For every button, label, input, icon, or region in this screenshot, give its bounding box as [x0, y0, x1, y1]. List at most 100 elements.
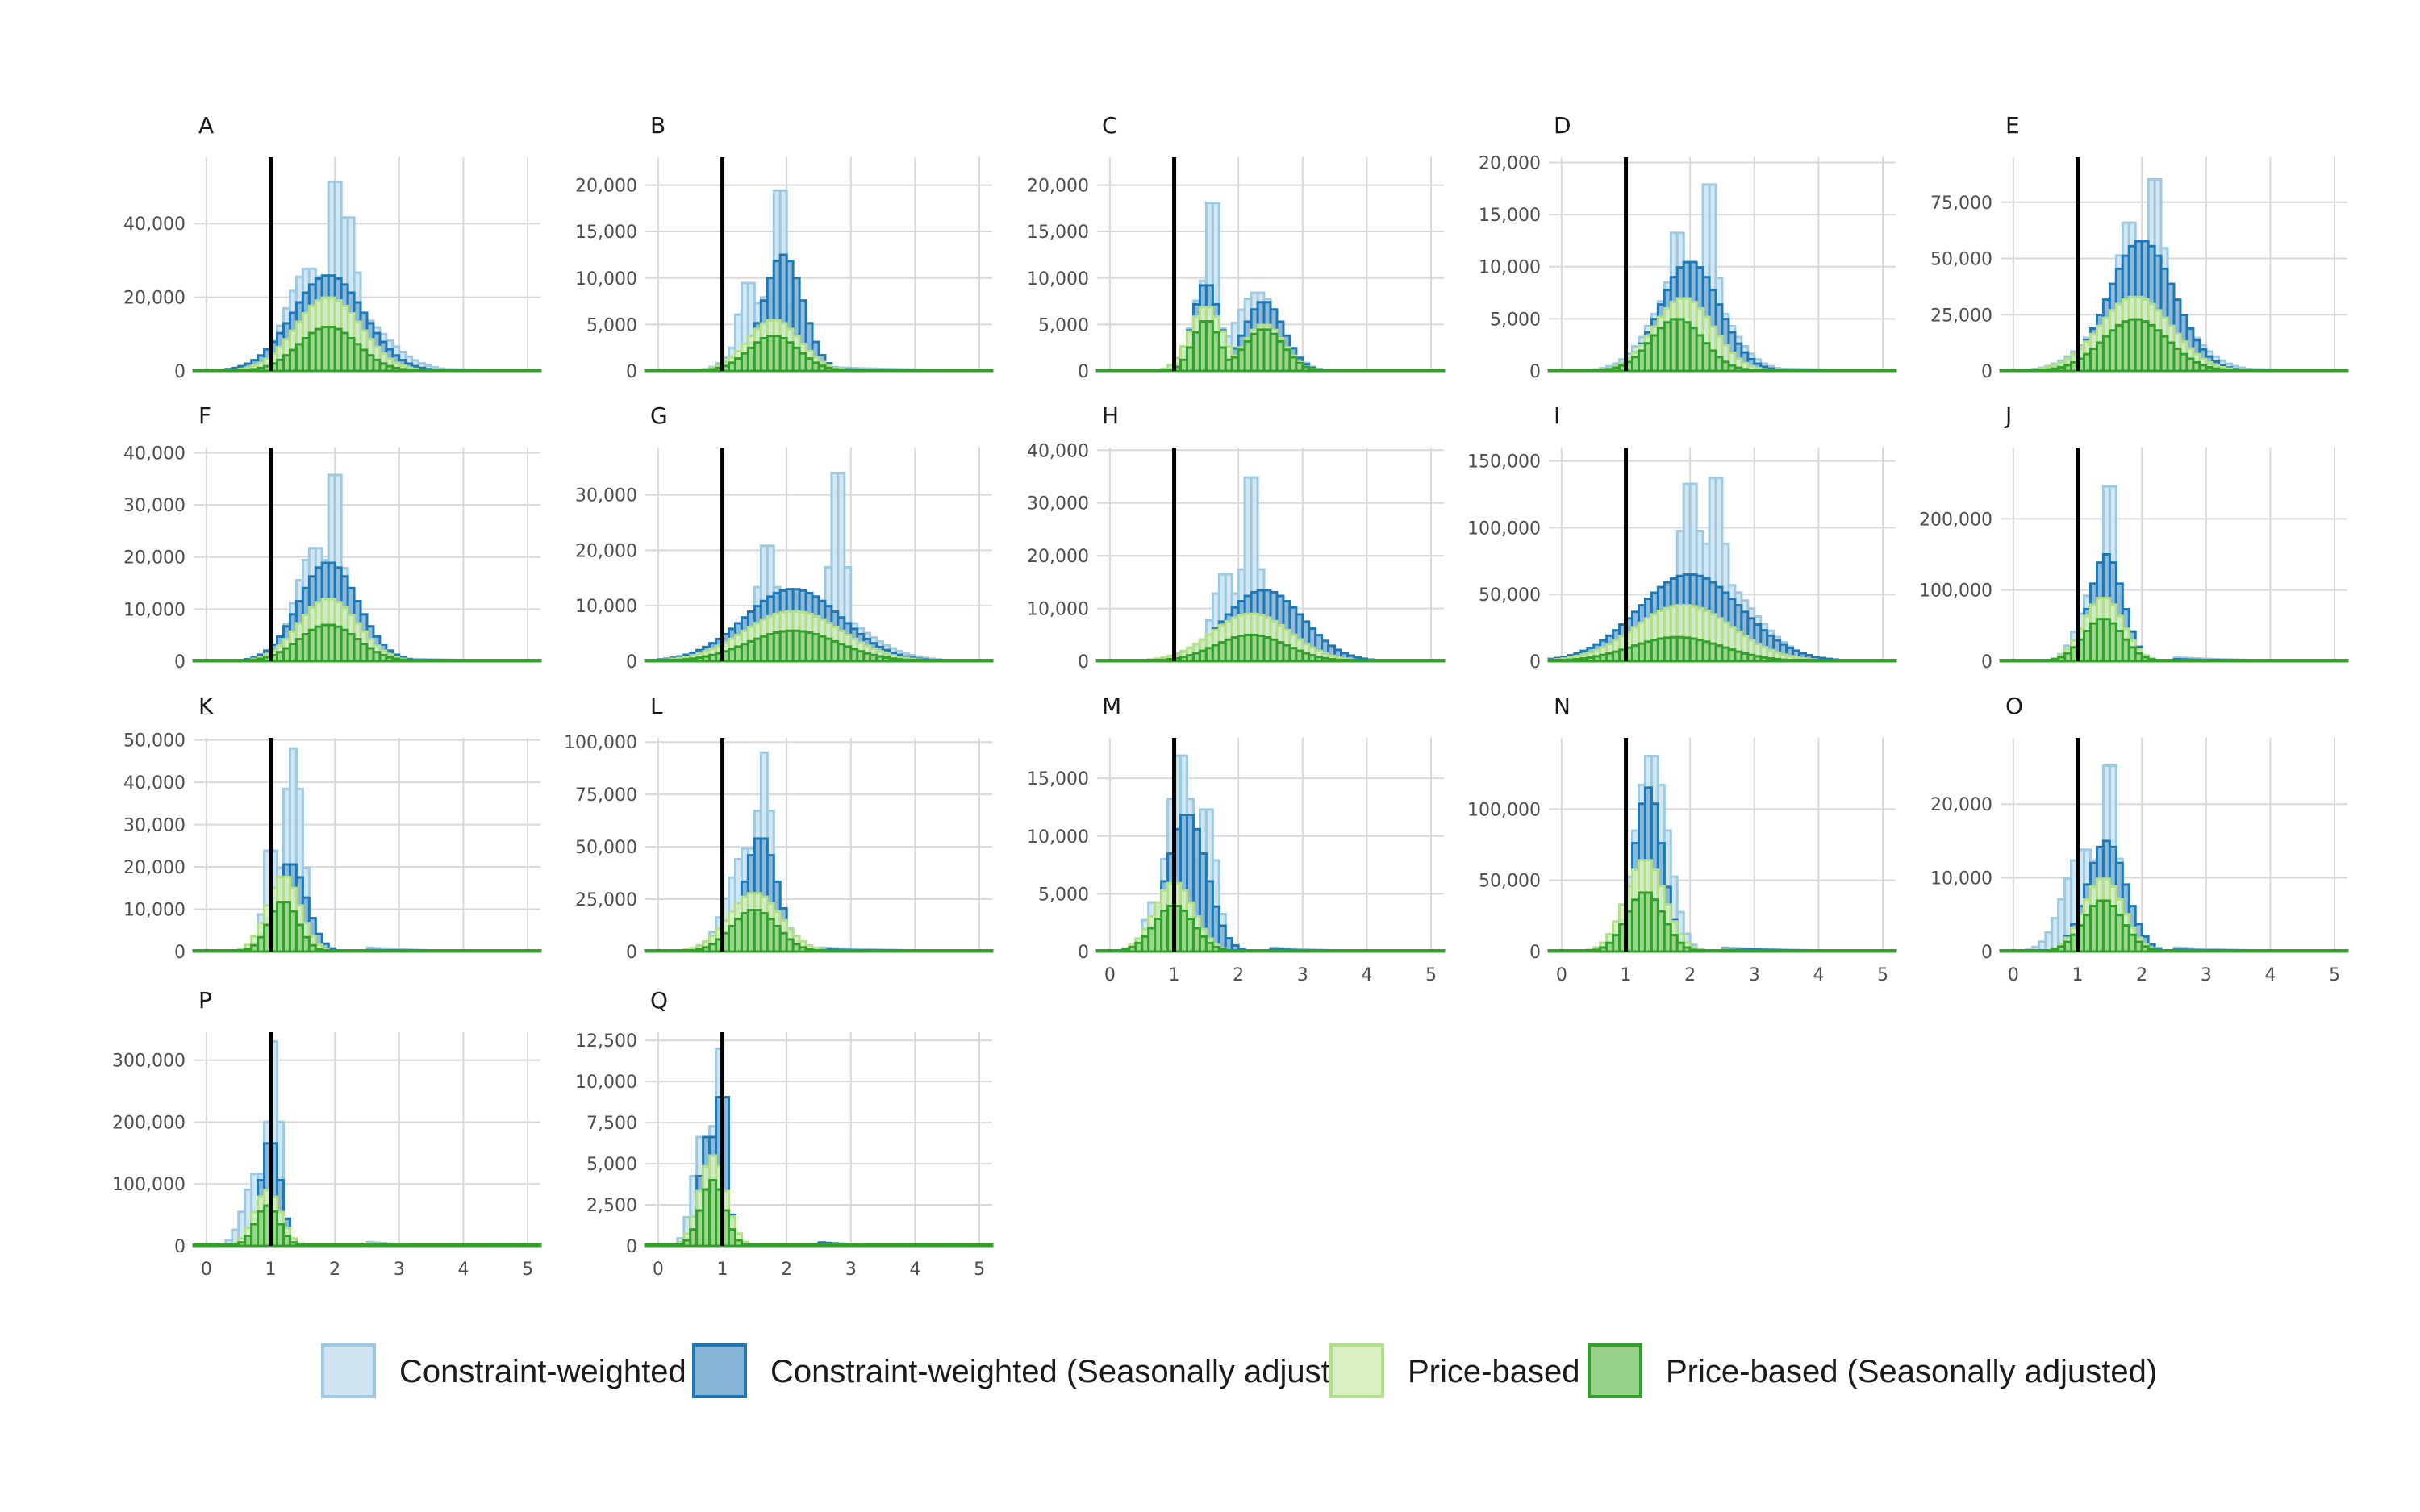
series-3 — [1547, 635, 1897, 663]
facet-title: N — [1554, 693, 1571, 719]
series-3 — [644, 909, 994, 953]
series-1 — [644, 253, 994, 373]
facet-title: Q — [650, 987, 668, 1014]
y-tick-label: 0 — [1078, 943, 1089, 963]
legend-swatch — [1329, 1343, 1384, 1398]
series-3 — [1999, 318, 2349, 373]
series-3 — [1547, 891, 1897, 953]
x-tick-label: 4 — [2264, 965, 2276, 985]
y-tick-label: 10,000 — [1930, 869, 1992, 889]
y-tick-label: 50,000 — [1930, 250, 1992, 270]
x-tick-label: 3 — [1749, 965, 1760, 985]
histogram-bar — [532, 949, 542, 953]
facet-title: D — [1554, 112, 1571, 139]
y-tick-label: 15,000 — [1027, 769, 1089, 789]
y-tick-label: 0 — [174, 1237, 186, 1257]
y-tick-label: 2,500 — [586, 1196, 637, 1216]
histogram-bar — [1436, 369, 1446, 373]
y-tick-label: 10,000 — [1027, 827, 1089, 848]
x-tick-label: 2 — [1233, 965, 1244, 985]
legend-label: Constraint-weighted (Seasonally adjusted… — [770, 1354, 1377, 1389]
x-tick-label: 1 — [2072, 965, 2084, 985]
series-2 — [192, 875, 542, 953]
y-tick-label: 100,000 — [1919, 581, 1992, 602]
series-3 — [644, 629, 994, 663]
y-tick-label: 40,000 — [1027, 441, 1089, 461]
histogram-bar — [984, 1243, 994, 1248]
histogram-bar — [984, 949, 994, 953]
facet-panel-P: 0 100,000 200,000 300,000 P 0 1 2 3 4 5 — [112, 987, 542, 1280]
x-tick-label: 2 — [781, 1260, 792, 1280]
series-1 — [192, 863, 542, 953]
series-2 — [644, 892, 994, 953]
series-1 — [1547, 786, 1897, 953]
series-3 — [1999, 618, 2349, 663]
y-tick-label: 75,000 — [1930, 194, 1992, 214]
y-tick-label: 20,000 — [1027, 547, 1089, 567]
y-tick-label: 10,000 — [575, 1073, 637, 1093]
y-tick-label: 0 — [1529, 362, 1541, 382]
y-tick-label: 200,000 — [1919, 510, 1992, 530]
y-tick-label: 0 — [1529, 652, 1541, 673]
y-tick-label: 200,000 — [112, 1113, 186, 1133]
histogram-bar — [532, 1243, 542, 1248]
y-tick-label: 20,000 — [123, 289, 186, 309]
series-3 — [644, 335, 994, 373]
series-3 — [192, 1204, 542, 1248]
y-tick-label: 300,000 — [112, 1052, 186, 1072]
y-tick-label: 5,000 — [586, 1155, 637, 1175]
y-tick-label: 10,000 — [575, 597, 637, 617]
facet-panel-A: 0 20,000 40,000 A — [123, 112, 542, 382]
histogram-bar — [1436, 659, 1446, 663]
y-tick-label: 5,000 — [1038, 315, 1089, 335]
y-tick-label: 100,000 — [1467, 800, 1541, 820]
x-tick-label: 1 — [1621, 965, 1632, 985]
facet-panel-O: 0 10,000 20,000 O 0 1 2 3 4 5 — [1930, 693, 2349, 985]
y-tick-label: 20,000 — [1479, 153, 1541, 173]
y-tick-label: 25,000 — [575, 890, 637, 910]
y-tick-label: 40,000 — [123, 215, 186, 235]
x-tick-label: 4 — [909, 1260, 920, 1280]
histogram-bar — [282, 1235, 291, 1248]
y-tick-label: 10,000 — [123, 901, 186, 921]
x-tick-label: 5 — [1877, 965, 1888, 985]
y-tick-label: 150,000 — [1467, 452, 1541, 473]
series-3 — [192, 326, 542, 373]
x-tick-label: 3 — [845, 1260, 857, 1280]
y-tick-label: 15,000 — [1479, 206, 1541, 226]
histogram-bar — [733, 1239, 743, 1248]
facet-panel-B: 0 5,000 10,000 15,000 20,000 B — [575, 112, 994, 382]
facet-panel-F: 0 10,000 20,000 30,000 40,000 F — [123, 402, 542, 673]
series-3 — [1095, 320, 1446, 373]
y-tick-label: 15,000 — [1027, 223, 1089, 243]
histogram-bar — [1436, 949, 1446, 953]
y-tick-label: 12,500 — [575, 1031, 637, 1052]
x-tick-label: 1 — [265, 1260, 277, 1280]
histogram-bar — [532, 659, 542, 663]
facet-title: J — [2004, 402, 2012, 429]
series-1 — [1999, 553, 2349, 663]
series-0 — [192, 747, 542, 953]
x-tick-label: 1 — [1169, 965, 1180, 985]
series-3 — [1547, 318, 1897, 373]
y-tick-label: 100,000 — [564, 733, 637, 753]
x-tick-label: 5 — [1425, 965, 1437, 985]
x-tick-label: 5 — [2329, 965, 2340, 985]
facet-title: H — [1102, 402, 1119, 429]
y-tick-label: 30,000 — [123, 816, 186, 836]
histogram-bar — [984, 369, 994, 373]
facet-panel-K: 0 10,000 20,000 30,000 40,000 50,000 K — [123, 693, 542, 963]
x-tick-label: 4 — [457, 1260, 469, 1280]
x-tick-label: 2 — [2136, 965, 2147, 985]
y-tick-label: 40,000 — [123, 444, 186, 464]
y-tick-label: 10,000 — [1479, 258, 1541, 278]
y-tick-label: 100,000 — [112, 1175, 186, 1195]
y-tick-label: 0 — [626, 943, 637, 963]
series-0 — [1547, 755, 1897, 953]
y-tick-label: 0 — [1078, 362, 1089, 382]
facet-panel-I: 0 50,000 100,000 150,000 I — [1467, 402, 1897, 673]
y-tick-label: 25,000 — [1930, 306, 1992, 326]
facet-title: A — [198, 112, 214, 139]
series-0 — [192, 1040, 542, 1248]
y-tick-label: 0 — [1981, 652, 1992, 673]
